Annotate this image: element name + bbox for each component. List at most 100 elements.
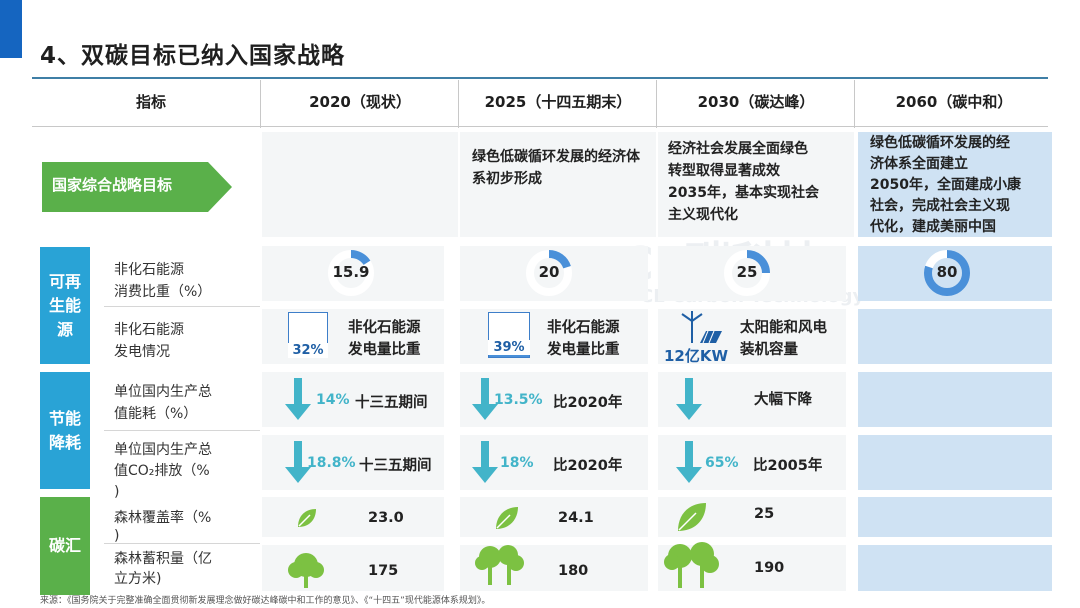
cell-stock-2060 <box>858 545 1052 591</box>
goal-2060-line: 社会，完成社会主义现 <box>870 198 1010 214</box>
header-indicator: 指标 <box>135 93 166 111</box>
co2-drop-2030: 65% <box>705 455 739 471</box>
strategy-cell-2060 <box>858 132 1052 237</box>
ring-arc <box>526 250 572 296</box>
share-ring-2030 <box>724 250 770 296</box>
goal-2030-line: 经济社会发展全面绿色 <box>668 141 808 157</box>
goal-2025: 绿色低碳循环发展的经济体系初步形成 <box>472 149 640 187</box>
corner-accent <box>0 0 22 58</box>
wind-solar-icon <box>681 311 722 344</box>
forest-cover-2020: 23.0 <box>368 510 404 526</box>
row-label-energy-intensity: 单位国内生产总 值能耗（%） <box>114 381 212 425</box>
power-desc-line: 非化石能源 <box>348 320 421 336</box>
row-label-line: ) <box>114 484 120 500</box>
power-desc-line: 发电量比重 <box>348 342 421 358</box>
capacity-desc-line: 太阳能和风电 <box>740 320 827 336</box>
header-2030: 2030（碳达峰） <box>697 93 815 111</box>
power-pct-2020: 32% <box>288 343 328 358</box>
energy-period-2025: 比2020年 <box>553 395 623 411</box>
goal-2060-line: 2050年，全面建成小康 <box>870 177 1021 193</box>
strategy-cell-2030 <box>658 132 854 237</box>
share-value-2025: 20 <box>538 263 560 281</box>
energy-drop-2025: 13.5% <box>494 392 543 408</box>
leaf-icon <box>298 509 316 527</box>
row-label-line: 立方米) <box>114 571 162 587</box>
row-label-forest-stock: 森林蓄积量（亿 立方米) <box>114 549 212 589</box>
row-label-forest-cover: 森林覆盖率（% ) <box>114 509 211 545</box>
power-pct-2025: 39% <box>488 340 530 355</box>
ring-arc <box>924 250 970 296</box>
power-desc-line: 发电量比重 <box>547 342 620 358</box>
row-label-line: 发电情况 <box>114 344 170 360</box>
header-2060: 2060（碳中和） <box>895 93 1013 111</box>
goal-2060-line: 绿色低碳循环发展的经 <box>870 135 1010 151</box>
goal-2030-line: 2035年，基本实现社会 <box>668 185 819 201</box>
row-label-line: 值CO₂排放（% <box>114 463 210 479</box>
row-label-line: 森林蓄积量（亿 <box>114 551 212 567</box>
row-label-line: 值能耗（%） <box>114 406 198 422</box>
energy-drop-2020: 14% <box>316 392 350 408</box>
goal-2030: 经济社会发展全面绿色 转型取得显著成效 2035年，基本实现社会 主义现代化 <box>668 138 848 226</box>
cell-power-2060 <box>858 309 1052 364</box>
row-divider <box>104 306 260 307</box>
co2-drop-2025: 18% <box>500 455 534 471</box>
strategy-cell-2025 <box>460 132 656 237</box>
power-desc-2020: 非化石能源 发电量比重 <box>348 317 421 361</box>
down-arrow-icon <box>676 441 702 483</box>
arrow-shape-icon <box>42 162 232 212</box>
category-line: 可再 <box>48 271 81 291</box>
category-carbon-sink: 碳汇 <box>40 497 90 595</box>
goal-2060: 绿色低碳循环发展的经 济体系全面建立 2050年，全面建成小康 社会，完成社会主… <box>870 133 1050 238</box>
row-label-power: 非化石能源 发电情况 <box>114 319 184 363</box>
header-divider <box>656 80 657 128</box>
cell-cover-2020 <box>262 497 444 537</box>
forest-cover-2025: 24.1 <box>558 510 594 526</box>
share-value-2020: 15.9 <box>332 263 370 281</box>
row-label-share: 非化石能源 消费比重（%） <box>114 259 211 303</box>
strategy-label: 国家综合战略目标 <box>52 176 173 194</box>
category-line: 降耗 <box>48 432 81 452</box>
category-energy-saving: 节能 降耗 <box>40 372 90 489</box>
forest-stock-2025: 180 <box>558 563 589 579</box>
row-label-line: 消费比重（%） <box>114 284 212 300</box>
category-line: 生能 <box>48 295 81 315</box>
co2-period-2030: 比2005年 <box>753 458 823 474</box>
ring-arc <box>724 250 770 296</box>
cell-co2-2060 <box>858 435 1052 490</box>
goal-2060-line: 济体系全面建立 <box>870 156 968 172</box>
cell-co2-2025 <box>460 435 648 490</box>
row-label-line: 单位国内生产总 <box>114 442 212 458</box>
cell-energy-2020 <box>262 372 444 427</box>
cell-co2-2020 <box>262 435 444 490</box>
leaf-icon <box>678 503 706 531</box>
down-arrow-icon <box>472 441 498 483</box>
category-line: 节能 <box>48 408 81 428</box>
energy-period-2030: 大幅下降 <box>754 392 812 408</box>
share-ring-2025 <box>526 250 572 296</box>
co2-period-2025: 比2020年 <box>553 458 623 474</box>
down-arrow-icon <box>285 441 311 483</box>
header-divider <box>458 80 459 128</box>
ring-arc <box>328 250 374 296</box>
source-note: 来源：《国务院关于完整准确全面贯彻新发展理念做好碳达峰碳中和工作的意见》、《“十… <box>40 596 491 606</box>
row-label-line: 非化石能源 <box>114 322 184 338</box>
header-2020: 2020（现状） <box>309 93 411 111</box>
goal-2030-line: 主义现代化 <box>668 207 738 223</box>
row-divider <box>104 543 260 544</box>
leaf-icon <box>496 507 518 529</box>
co2-drop-2020: 18.8% <box>307 455 356 471</box>
power-desc-2025: 非化石能源 发电量比重 <box>547 317 620 361</box>
row-label-line: 森林覆盖率（% <box>114 510 212 526</box>
down-arrow-icon <box>285 378 311 420</box>
strategy-cell-2020 <box>262 132 458 237</box>
cell-energy-2025 <box>460 372 648 427</box>
energy-period-2020: 十三五期间 <box>355 395 428 411</box>
header-divider <box>854 80 855 128</box>
cell-energy-2060 <box>858 372 1052 427</box>
header-2025: 2025（十四五期末） <box>484 93 632 111</box>
co2-period-2020: 十三五期间 <box>359 458 432 474</box>
trees-icon <box>664 542 719 588</box>
share-ring-2060 <box>924 250 970 296</box>
down-arrow-icon <box>472 378 498 420</box>
row-label-line: 非化石能源 <box>114 262 184 278</box>
